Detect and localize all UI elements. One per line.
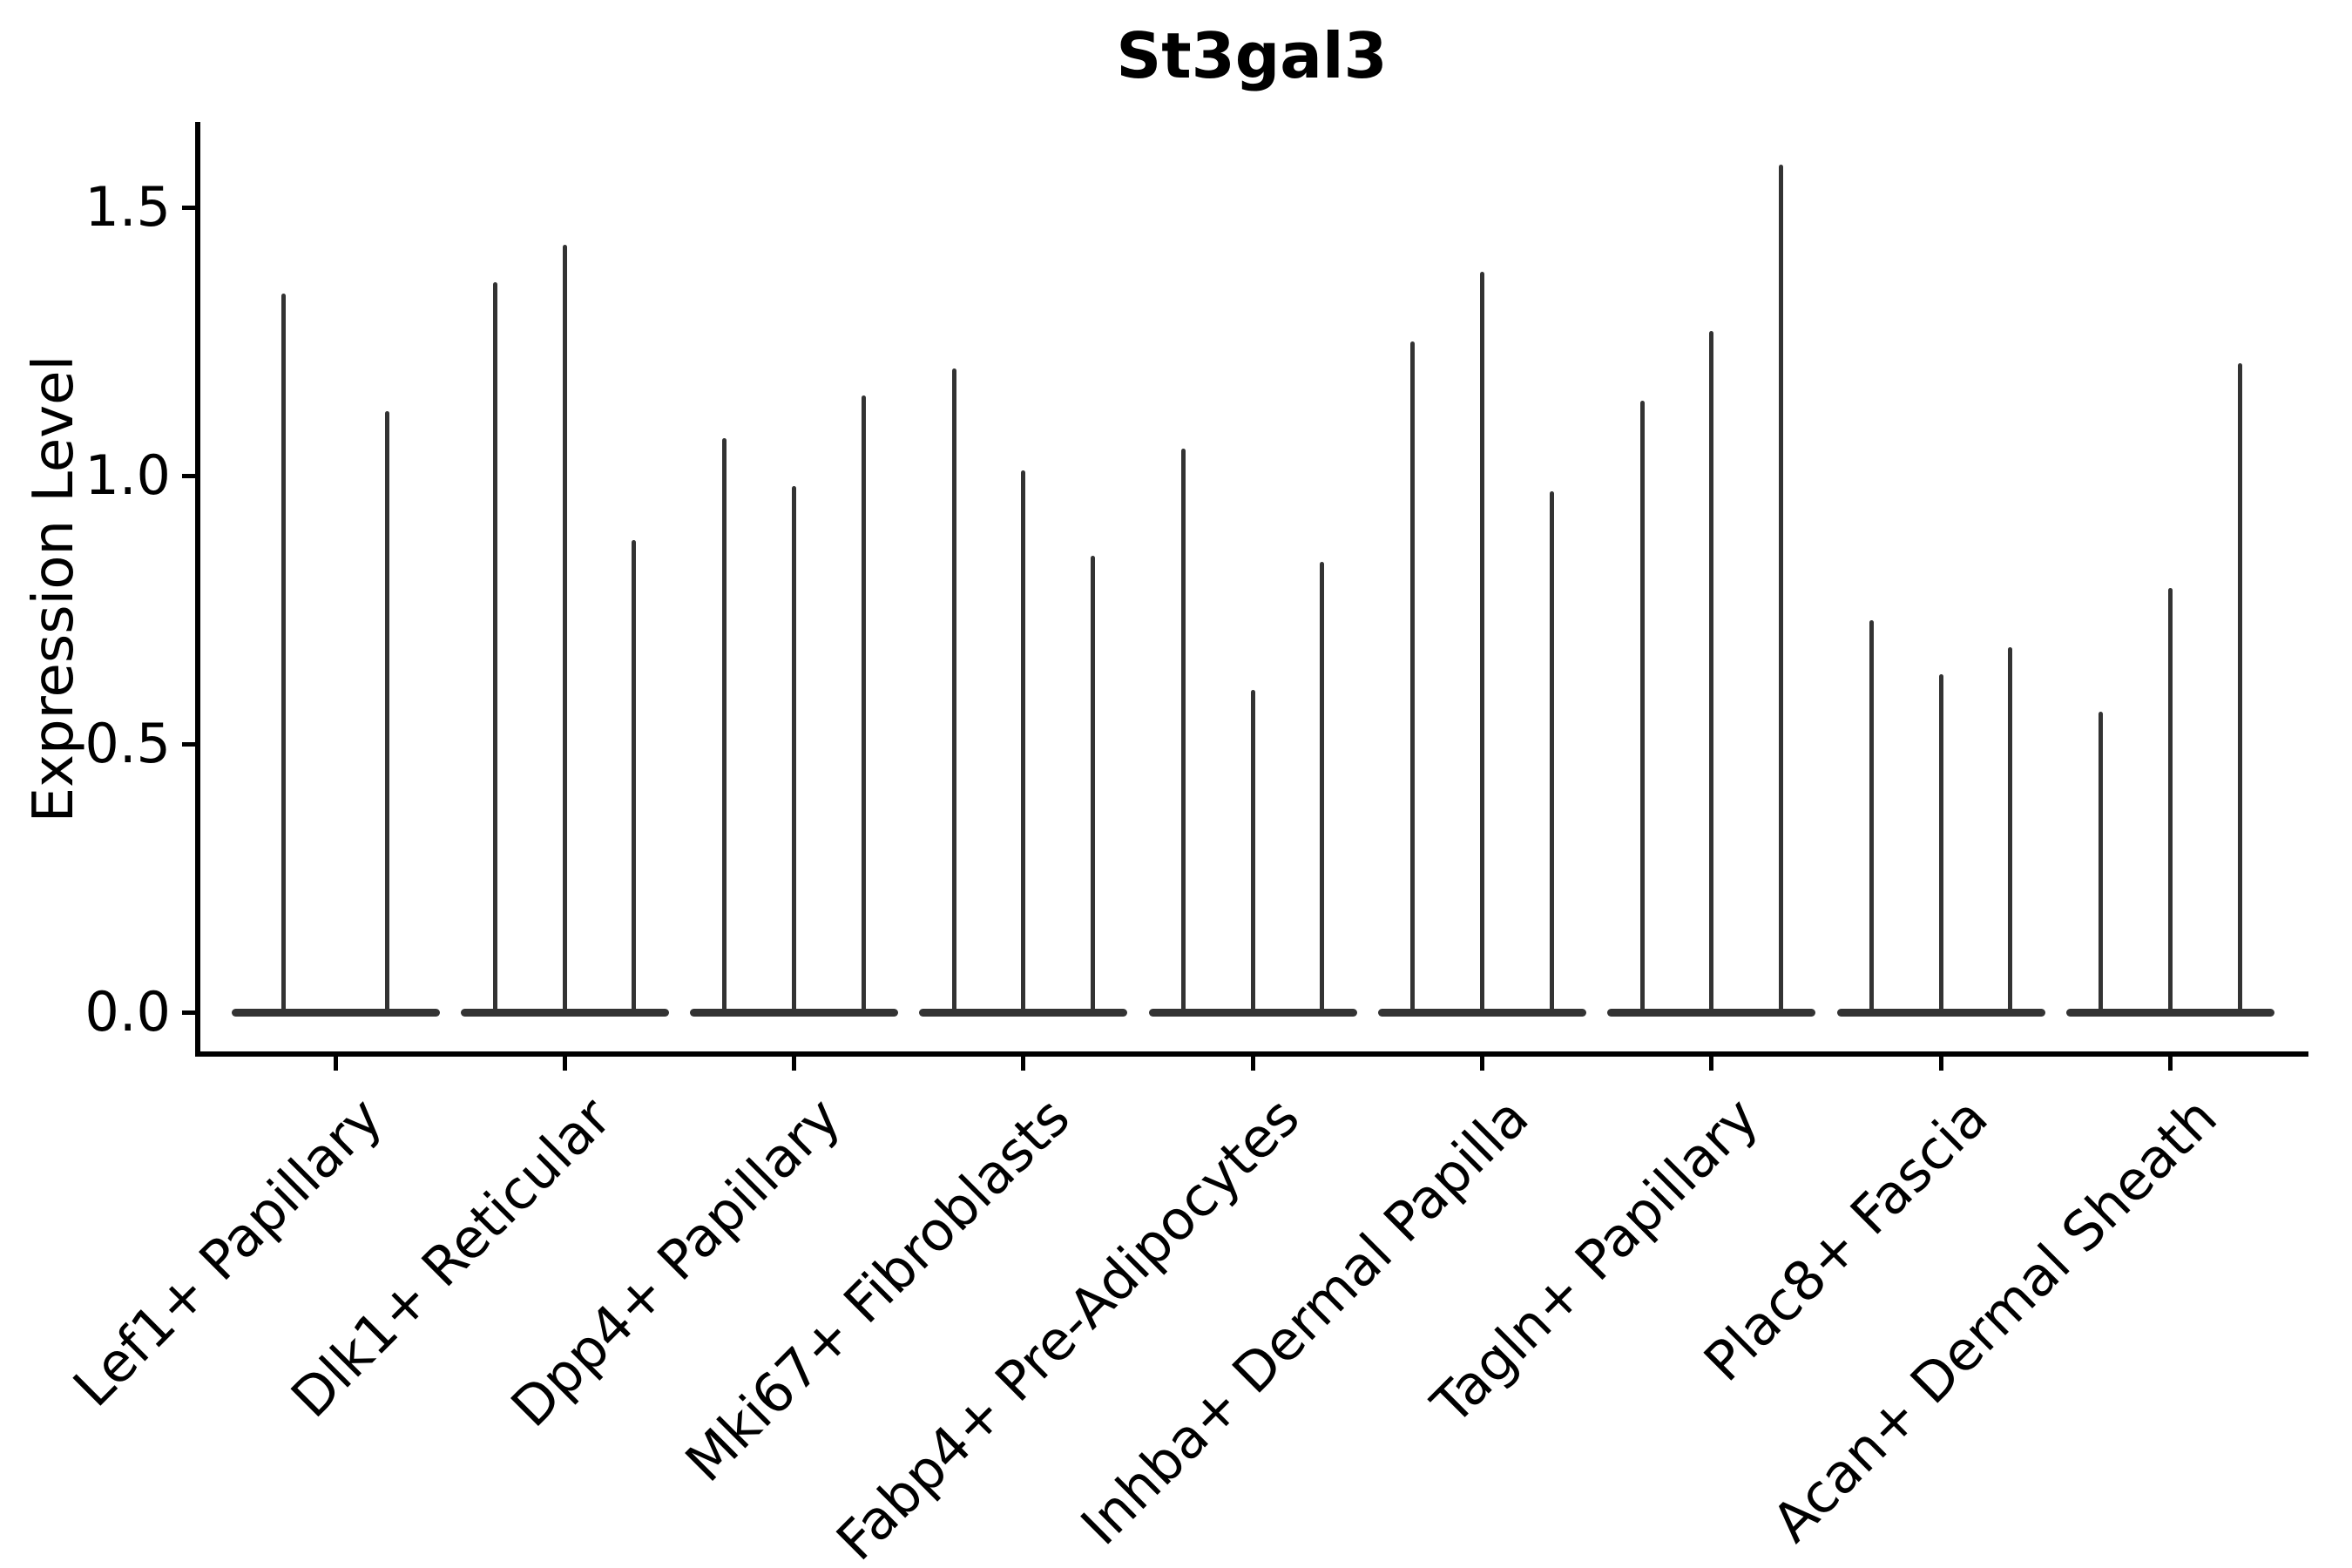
violin-spike (2008, 647, 2013, 1014)
y-axis-label: Expression Level (22, 355, 86, 823)
y-tick-label: 0.5 (84, 712, 171, 775)
violin-spike (1778, 164, 1783, 1014)
violin-spike (1091, 556, 1096, 1014)
x-tick-mark (2167, 1057, 2173, 1071)
x-tick-label: Inhba+ Dermal Papilla (1069, 1085, 1541, 1558)
violin-spike (951, 368, 956, 1014)
violin-spike (1639, 400, 1645, 1014)
violin-spike (2237, 362, 2242, 1014)
x-tick-label: Acan+ Dermal Sheath (1760, 1085, 2229, 1555)
x-tick-mark (1938, 1057, 1943, 1071)
y-tick-label: 0.0 (84, 980, 171, 1044)
violin-spike (861, 395, 866, 1014)
violin-spike (1480, 271, 1484, 1014)
violin-spike (1709, 330, 1714, 1014)
violin-spike (2167, 588, 2173, 1014)
page-title: St3gal3 (1116, 19, 1388, 92)
y-tick-mark (182, 741, 198, 747)
x-tick-mark (562, 1057, 567, 1071)
x-tick-label: Mki67+ Fibroblasts (673, 1085, 1083, 1494)
y-tick-mark (182, 1010, 198, 1015)
y-tick-label: 1.0 (84, 443, 171, 507)
violin-body (231, 1008, 440, 1017)
y-tick-label: 1.5 (84, 175, 171, 239)
y-axis-spine (195, 122, 200, 1057)
violin-spike (722, 437, 727, 1014)
violin-spike (1250, 690, 1255, 1014)
violin-spike (1869, 620, 1874, 1014)
x-tick-mark (792, 1057, 797, 1071)
violin-spike (1320, 561, 1325, 1014)
x-tick-mark (1480, 1057, 1484, 1071)
y-tick-mark (182, 473, 198, 478)
violin-spike (1181, 449, 1186, 1014)
y-tick-mark (182, 205, 198, 210)
violin-spike (493, 282, 498, 1014)
x-tick-mark (333, 1057, 338, 1071)
violin-spike (1938, 673, 1943, 1014)
violin-spike (385, 411, 390, 1014)
x-tick-label: Fabp4+ Pre-Adipocytes (824, 1085, 1312, 1568)
x-axis-spine (195, 1051, 2308, 1057)
violin-spike (1021, 470, 1026, 1014)
violin-spike (1410, 341, 1416, 1014)
violin-spike (792, 486, 797, 1014)
violin-spike (280, 293, 286, 1014)
violin-spike (562, 245, 567, 1014)
x-tick-mark (1709, 1057, 1714, 1071)
violin-spike (632, 539, 637, 1014)
violin-spike (2099, 712, 2104, 1014)
violin-spike (1549, 491, 1554, 1014)
x-tick-mark (1021, 1057, 1026, 1071)
x-tick-mark (1250, 1057, 1255, 1071)
